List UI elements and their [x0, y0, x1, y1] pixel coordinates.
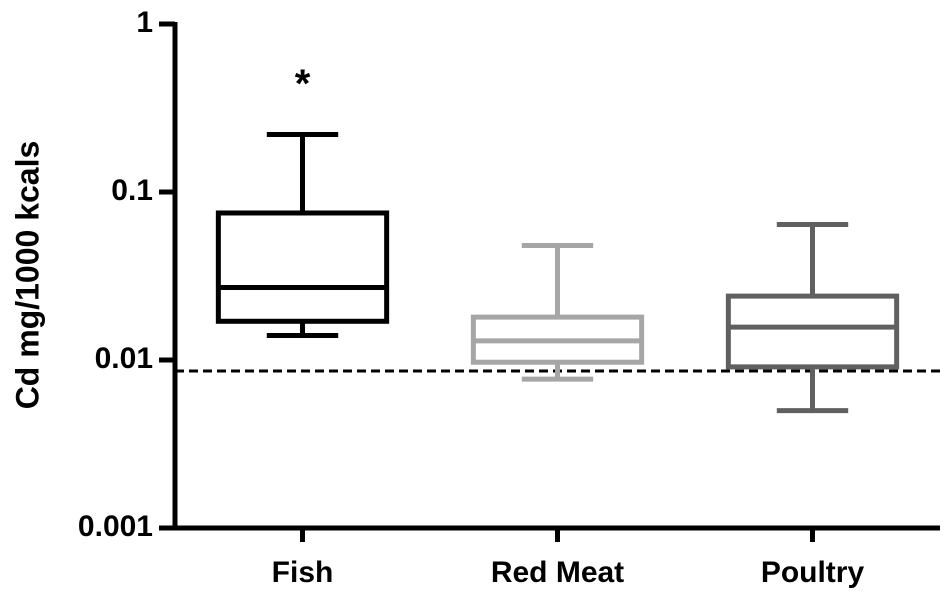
box: [725, 293, 900, 370]
x-tick-label: Red Meat: [491, 556, 624, 589]
y-tick-label: 0.001: [78, 510, 153, 543]
y-axis-label: Cd mg/1000 kcals: [9, 141, 45, 410]
y-tick-label: 0.1: [111, 174, 153, 207]
x-tick-label: Poultry: [761, 556, 865, 589]
y-tick-label: 1: [136, 6, 153, 39]
y-tick-label: 0.01: [95, 342, 153, 375]
box: [215, 210, 390, 324]
x-tick-label: Fish: [272, 556, 334, 589]
annotation: *: [295, 62, 311, 106]
